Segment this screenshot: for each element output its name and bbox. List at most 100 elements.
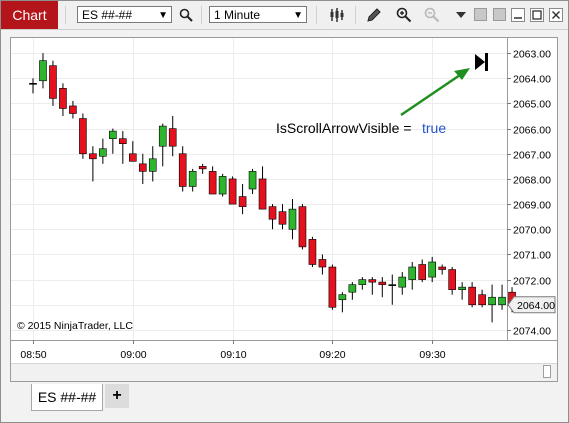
candle (378, 277, 387, 298)
candle (198, 163, 207, 174)
candle (308, 236, 317, 268)
tab-bar: ES ##-## + (1, 382, 568, 422)
chart-canvas[interactable]: 2074.002073.002072.002071.002070.002069.… (11, 38, 557, 363)
candle (468, 282, 476, 308)
candle-body (398, 276, 407, 288)
chevron-down-icon: ▼ (293, 10, 303, 21)
candle-body (119, 138, 127, 144)
y-tick-label: 2071.00 (513, 250, 551, 262)
toolbar: Chart ES ##-## ▼ 1 Minute ▼ (1, 1, 568, 30)
candle-body (29, 82, 37, 85)
y-tick-label: 2064.00 (513, 74, 551, 86)
x-tick-label: 09:30 (419, 349, 445, 361)
candle-body (89, 153, 97, 160)
toolbar-separator (201, 6, 202, 24)
tab-instrument[interactable]: ES ##-## (31, 384, 103, 411)
pencil-icon[interactable] (365, 6, 383, 24)
chart-panel[interactable]: 2074.002073.002072.002071.002070.002069.… (10, 37, 558, 382)
y-tick-label: 2063.00 (513, 49, 551, 61)
zoom-out-icon[interactable] (423, 6, 441, 24)
candle-body (99, 148, 107, 157)
toolbar-separator (65, 6, 66, 24)
candle-body (488, 296, 496, 306)
candle-body (258, 178, 267, 210)
candle (418, 259, 427, 283)
candle-body (109, 130, 117, 139)
dropdown-arrow-icon[interactable] (452, 6, 470, 24)
interval-selector[interactable]: 1 Minute ▼ (209, 6, 307, 23)
candle (148, 146, 157, 182)
candle (338, 292, 347, 313)
chart-window-title[interactable]: Chart (1, 1, 58, 29)
candle (408, 261, 417, 290)
candle-body (59, 88, 67, 109)
candle (448, 267, 456, 295)
candle-body (278, 211, 287, 225)
candle-body (358, 279, 367, 285)
candle-body (318, 259, 327, 268)
candle (328, 264, 337, 310)
candle (178, 146, 187, 192)
candle-body (49, 65, 57, 99)
y-tick-label: 2070.00 (513, 225, 551, 237)
candle-body (298, 206, 307, 248)
candle (458, 282, 466, 300)
scrollbar-thumb[interactable] (543, 365, 551, 378)
search-icon[interactable] (177, 6, 195, 24)
candle-body (148, 158, 157, 172)
close-icon[interactable] (547, 6, 565, 24)
x-tick-label: 09:00 (120, 349, 146, 361)
candle (188, 168, 197, 192)
candle-body (468, 286, 476, 306)
candle-body (39, 60, 47, 82)
chevron-down-icon: ▼ (158, 10, 168, 21)
candle-body (378, 281, 387, 285)
candle (39, 53, 47, 89)
candle-body (308, 239, 317, 265)
window-option-button[interactable] (493, 8, 506, 21)
candle (129, 141, 137, 162)
maximize-icon[interactable] (528, 6, 546, 24)
toolbar-separator (316, 6, 317, 24)
candle (138, 153, 147, 184)
candle (398, 272, 407, 295)
candle (498, 284, 506, 310)
minimize-icon[interactable] (509, 6, 527, 24)
candle (438, 264, 446, 275)
candle (168, 116, 177, 157)
zoom-in-icon[interactable] (395, 6, 413, 24)
copyright-label: © 2015 NinjaTrader, LLC (17, 320, 133, 332)
candle-body (208, 171, 217, 195)
x-tick-label: 09:20 (319, 349, 345, 361)
current-price-marker: 2064.00 (507, 296, 556, 314)
candle (79, 113, 87, 159)
annotation-label: IsScrollArrowVisible = (276, 120, 412, 136)
candle-body (129, 153, 137, 162)
y-tick-label: 2065.00 (513, 99, 551, 111)
scroll-to-end-icon[interactable] (475, 53, 488, 71)
candle-body (158, 125, 167, 147)
candle (368, 277, 377, 295)
interval-value: 1 Minute (214, 8, 261, 22)
candle (278, 204, 287, 230)
horizontal-scrollbar[interactable] (11, 363, 557, 381)
add-tab-button[interactable]: + (105, 384, 129, 408)
candle (59, 83, 67, 117)
window-option-button[interactable] (474, 8, 487, 21)
candle-body (228, 178, 237, 205)
candle-body (418, 264, 427, 280)
instrument-value: ES ##-## (82, 8, 133, 22)
candle (238, 183, 247, 215)
candle (288, 199, 297, 240)
candle-body (238, 196, 247, 207)
candle-body (478, 294, 486, 306)
candle-body (79, 118, 87, 155)
bar-style-icon[interactable] (328, 6, 346, 24)
candle-body (218, 176, 227, 195)
candle (248, 168, 257, 195)
candle-body (328, 266, 337, 308)
candle (208, 166, 217, 195)
instrument-selector[interactable]: ES ##-## ▼ (77, 6, 172, 23)
candle-body (368, 279, 377, 283)
